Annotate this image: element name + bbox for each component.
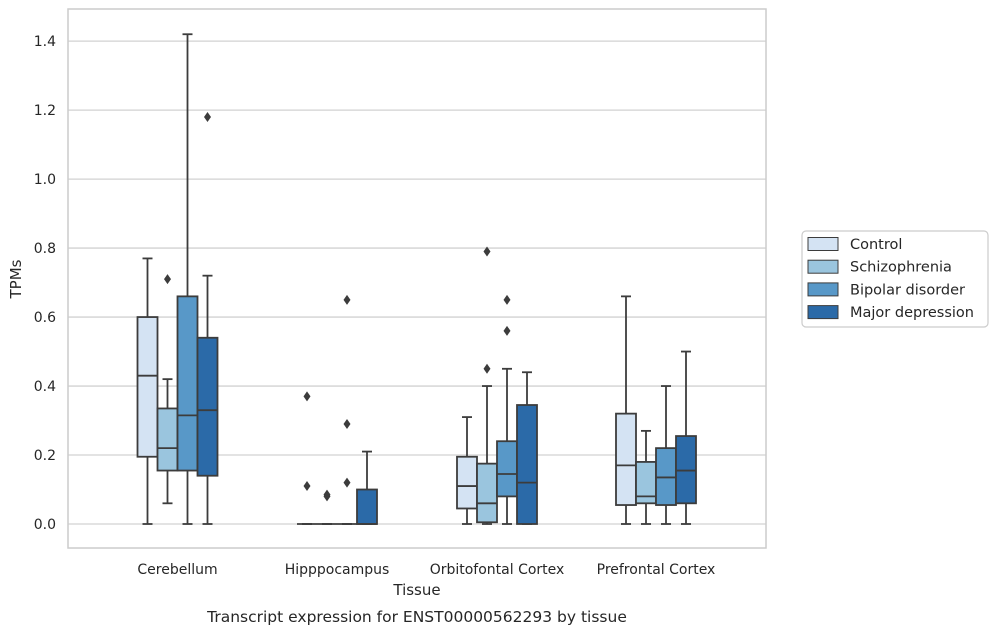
y-tick-label: 1.0 [34, 172, 56, 188]
legend-label: Control [850, 237, 902, 253]
box-0-0 [136, 257, 159, 525]
outlier-point [164, 274, 171, 285]
legend: Control Schizophrenia Bipolar disorder Majo… [801, 230, 989, 328]
outlier-point [204, 112, 211, 123]
x-tick-label: Orbitofontal Cortex [430, 562, 565, 578]
legend-swatch [807, 259, 839, 274]
box-0-3 [196, 112, 219, 525]
box-iqr [176, 295, 199, 472]
y-tick-label: 0.4 [34, 379, 56, 395]
outlier-point [483, 246, 491, 257]
box-2-0 [456, 416, 478, 525]
y-tick-label: 0.0 [34, 517, 56, 533]
legend-swatch [807, 282, 839, 297]
y-tick-label: 0.2 [34, 448, 56, 464]
outlier-point [343, 418, 351, 429]
outlier-point [483, 363, 491, 374]
box-1-3 [356, 450, 378, 525]
outlier-point [303, 481, 311, 492]
legend-label: Major depression [850, 305, 974, 321]
y-tick-label: 0.8 [34, 241, 56, 257]
box-1-1 [317, 489, 337, 525]
x-axis-label: Tissue [392, 581, 440, 599]
legend-swatch [807, 237, 839, 251]
x-tick-label: Prefrontal Cortex [597, 562, 716, 578]
box-1-0 [297, 391, 317, 525]
box-iqr [356, 488, 378, 525]
box-iqr [516, 404, 538, 525]
box-3-1 [635, 429, 657, 525]
box-2-2 [496, 294, 518, 525]
y-tick-label: 1.2 [34, 103, 56, 119]
y-tick-label: 0.6 [34, 310, 56, 326]
x-tick-label: Hipppocampus [285, 562, 390, 578]
box-iqr [136, 316, 159, 458]
outlier-point [303, 391, 311, 402]
box-iqr [156, 407, 179, 472]
plot-frame [67, 8, 767, 549]
legend-frame [801, 230, 989, 328]
x-tick-label: Cerebellum [137, 562, 217, 578]
box-iqr [496, 440, 518, 498]
outlier-point [343, 294, 351, 305]
y-tick-label: 1.4 [34, 34, 56, 50]
box-2-1 [476, 246, 498, 525]
box-iqr [476, 462, 498, 524]
y-axis-label: TPMs [7, 259, 25, 299]
outlier-point [503, 325, 511, 336]
outlier-point [343, 477, 351, 488]
legend-swatch [807, 305, 839, 320]
box-groups [136, 33, 697, 525]
box-0-1 [156, 274, 179, 505]
box-2-3 [516, 371, 538, 525]
box-3-2 [655, 385, 677, 525]
box-3-3 [675, 350, 697, 525]
box-iqr [456, 455, 478, 510]
box-iqr [615, 412, 637, 506]
chart-caption: Transcript expression for ENST0000056229… [206, 608, 627, 626]
y-tick-labels: 0.0 0.2 0.4 0.6 0.8 1.0 1.2 1.4 [34, 34, 56, 533]
outlier-point [503, 294, 511, 305]
x-tick-labels: Cerebellum Hipppocampus Orbitofontal Corte… [137, 562, 715, 578]
legend-label: Bipolar disorder [850, 282, 965, 298]
box-3-0 [615, 295, 637, 525]
outlier-point [323, 489, 331, 500]
box-iqr [196, 336, 219, 477]
box-0-2 [176, 33, 199, 525]
box-1-2 [337, 294, 357, 525]
legend-label: Schizophrenia [850, 260, 952, 276]
